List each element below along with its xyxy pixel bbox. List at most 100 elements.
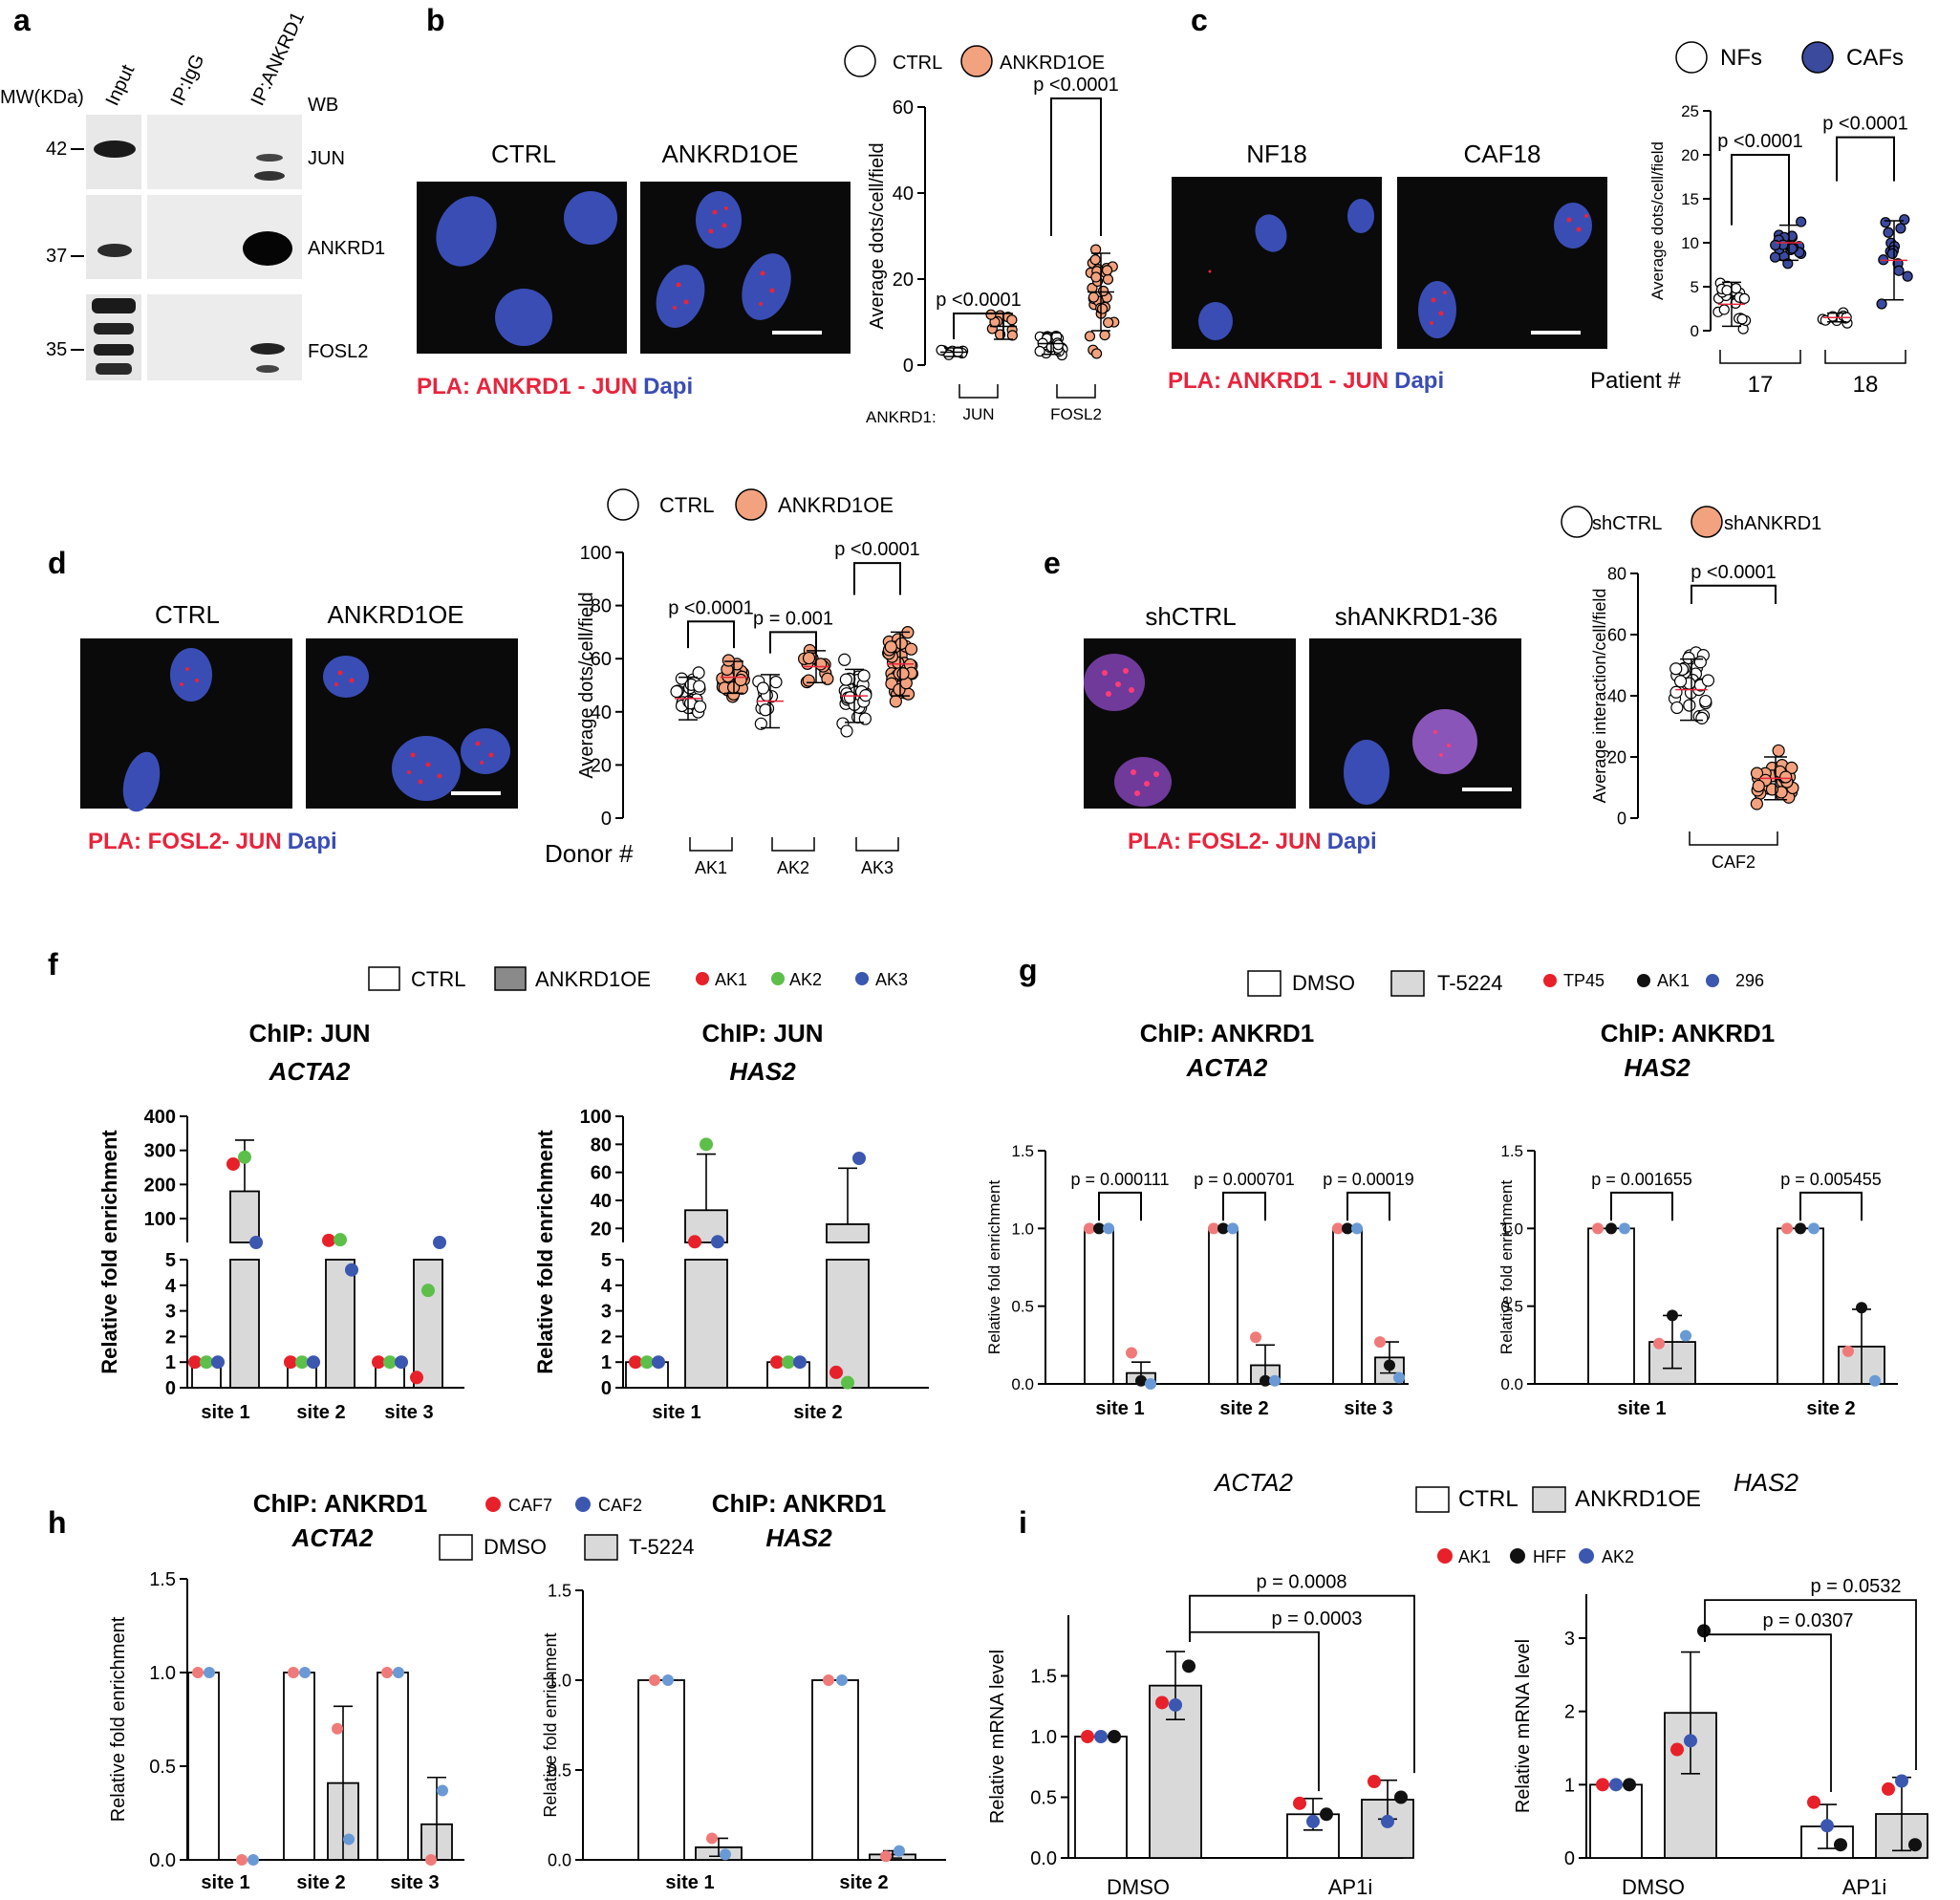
mw-label: MW(KDa) xyxy=(0,87,84,108)
data-point xyxy=(248,1854,259,1866)
data-point xyxy=(693,680,706,693)
data-point xyxy=(1034,345,1045,357)
y-axis-label: Relative fold enrichment xyxy=(1497,1180,1516,1355)
data-point xyxy=(1208,1222,1219,1235)
data-point xyxy=(936,344,947,356)
chart-title: ChIP: ANKRD1 xyxy=(1601,1019,1775,1047)
data-point xyxy=(1135,1374,1147,1387)
data-point xyxy=(1596,1778,1609,1792)
bar xyxy=(826,1223,870,1243)
chart-c: 0 5 10 15 20 25 Average dots/cell/field 17 p <0.… xyxy=(1648,102,1913,398)
image-label: ANKRD1OE xyxy=(327,600,463,629)
group-bracket xyxy=(1689,831,1778,846)
data-point xyxy=(839,673,852,686)
data-point xyxy=(421,1284,435,1298)
image-label: CTRL xyxy=(155,600,220,629)
gene-label: HAS2 xyxy=(765,1523,832,1552)
x-tick-label: site 1 xyxy=(652,1402,700,1423)
data-point xyxy=(756,681,770,695)
image-label: CAF18 xyxy=(1464,140,1541,168)
pla-caption: PLA: ANKRD1 - JUN Dapi xyxy=(1168,368,1444,394)
p-value-label: p <0.0001 xyxy=(1717,131,1803,152)
legend-label: DMSO xyxy=(1292,971,1355,995)
data-point xyxy=(249,1236,263,1249)
y-axis-label: Average dots/cell/field xyxy=(867,142,888,329)
y-tick-label: 60 xyxy=(591,1163,612,1184)
y-tick-label: 20 xyxy=(591,1219,612,1240)
chart-f-has2: 0 1 2 3 4 5 20 40 60 80 100 Relative fold enrichmen… xyxy=(533,1107,929,1423)
panel-d: d CTRL ANKRD1OE PLA: FOSL2- JUN Dapi CTRL… xyxy=(48,488,920,877)
data-point xyxy=(1701,674,1715,687)
y-tick-label: 1.0 xyxy=(1500,1220,1523,1238)
caption-red: PLA: FOSL2- JUN xyxy=(1128,829,1322,854)
data-point xyxy=(1368,1774,1381,1788)
significance-bracket xyxy=(1189,1594,1415,1774)
legend-label: CAFs xyxy=(1846,45,1904,71)
data-point xyxy=(1320,1807,1333,1822)
y-tick-label: 2 xyxy=(165,1327,176,1348)
data-point xyxy=(700,1137,713,1152)
data-point xyxy=(437,1784,448,1797)
data-point xyxy=(1781,1222,1793,1235)
y-tick-label: 40 xyxy=(591,1191,612,1212)
group-bracket xyxy=(855,837,899,852)
data-point xyxy=(238,1150,251,1164)
y-axis-label: Average dots/cell/field xyxy=(576,592,597,778)
p-value-label: p = 0.005455 xyxy=(1780,1170,1882,1189)
y-axis-label: Relative fold enrichment xyxy=(541,1632,560,1817)
group-bracket xyxy=(1719,350,1801,364)
y-tick-label: 25 xyxy=(1681,102,1699,120)
data-point xyxy=(1605,1222,1617,1235)
data-point xyxy=(823,1674,834,1686)
row-label: Donor # xyxy=(545,839,634,868)
significance-bracket xyxy=(1704,1633,1832,1792)
legend-label: TP45 xyxy=(1563,971,1605,990)
image-label: shCTRL xyxy=(1145,602,1236,631)
bar xyxy=(826,1259,870,1389)
data-point xyxy=(1752,779,1765,793)
chart-i-acta2: 0.0 0.5 1.0 1.5 Relative mRNA level DMSO AP1i p… xyxy=(987,1572,1415,1899)
y-tick-label: 1.5 xyxy=(1030,1667,1057,1688)
bar xyxy=(1777,1227,1824,1385)
legend-label: shCTRL xyxy=(1592,513,1662,534)
data-point xyxy=(332,1722,343,1735)
data-point xyxy=(1796,216,1807,227)
data-point xyxy=(670,684,683,699)
data-point xyxy=(894,1845,905,1857)
data-point xyxy=(1673,675,1688,688)
y-tick-label: 100 xyxy=(580,1107,612,1128)
data-point xyxy=(1779,770,1793,784)
data-point xyxy=(1227,1222,1238,1235)
data-point xyxy=(395,1355,408,1370)
caption-red: PLA: ANKRD1 - JUN xyxy=(417,374,637,399)
y-tick-label: 3 xyxy=(1564,1629,1575,1650)
pla-caption: PLA: FOSL2- JUN Dapi xyxy=(88,829,337,854)
x-tick-label: site 3 xyxy=(1344,1398,1392,1419)
group-bracket xyxy=(771,837,815,852)
panel-letter: d xyxy=(48,546,67,580)
caption-blue: Dapi xyxy=(643,374,693,399)
x-tick-label: site 2 xyxy=(1219,1398,1268,1419)
y-tick-label: 1.0 xyxy=(1030,1727,1057,1748)
micrograph xyxy=(1309,638,1521,809)
data-point xyxy=(1670,701,1684,715)
data-point xyxy=(692,666,705,680)
panel-letter: i xyxy=(1019,1505,1027,1540)
data-point xyxy=(1653,1337,1665,1349)
y-tick-label: 80 xyxy=(1607,564,1626,583)
bar xyxy=(1589,1783,1643,1859)
significance-bracket xyxy=(1189,1630,1320,1792)
legend-label: CAF2 xyxy=(598,1496,642,1515)
chart-i-has2: 0 1 2 3 Relative mRNA level DMSO AP1i p = 0.053… xyxy=(1513,1576,1928,1899)
panel-letter: c xyxy=(1191,3,1208,37)
y-tick-label: 1.5 xyxy=(548,1581,571,1600)
p-value-label: p <0.0001 xyxy=(1822,114,1908,135)
data-point xyxy=(393,1667,404,1678)
panel-f: f CTRL ANKRD1OE AK1 AK2 AK3 ChIP: JUN AC… xyxy=(48,947,929,1423)
y-tick-label: 0.0 xyxy=(548,1850,571,1869)
y-tick-label: 3 xyxy=(601,1302,612,1323)
data-point xyxy=(821,672,834,685)
data-point xyxy=(711,1235,724,1249)
legend-label: AK3 xyxy=(875,970,908,989)
data-point xyxy=(1099,329,1110,341)
